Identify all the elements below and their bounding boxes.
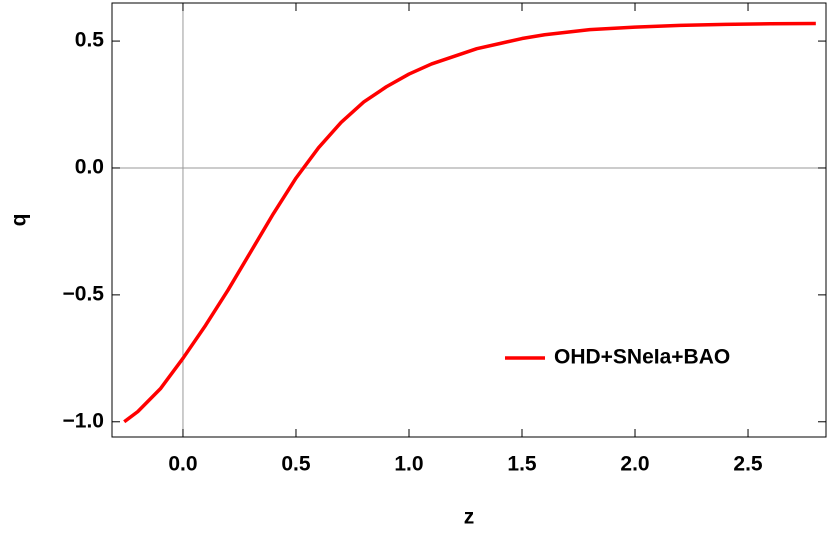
data-line — [123, 21, 816, 424]
x-tick-label: 2.5 — [733, 453, 763, 476]
legend-label: OHD+SNeIa+BAO — [554, 346, 730, 369]
y-axis-label: q — [8, 214, 31, 227]
x-axis-label: z — [464, 506, 475, 529]
y-tick-label: 0.5 — [75, 29, 105, 52]
y-tick-label: −1.0 — [63, 409, 104, 432]
x-tick-label: 2.0 — [620, 453, 649, 476]
x-tick-label: 1.5 — [507, 453, 537, 476]
y-tick-label: −0.5 — [63, 282, 105, 305]
x-tick-label: 1.0 — [394, 453, 423, 476]
y-tick-label: 0.0 — [75, 156, 104, 179]
x-tick-label: 0.0 — [168, 453, 197, 476]
x-tick-label: 0.5 — [281, 453, 311, 476]
plot-frame — [111, 2, 827, 438]
